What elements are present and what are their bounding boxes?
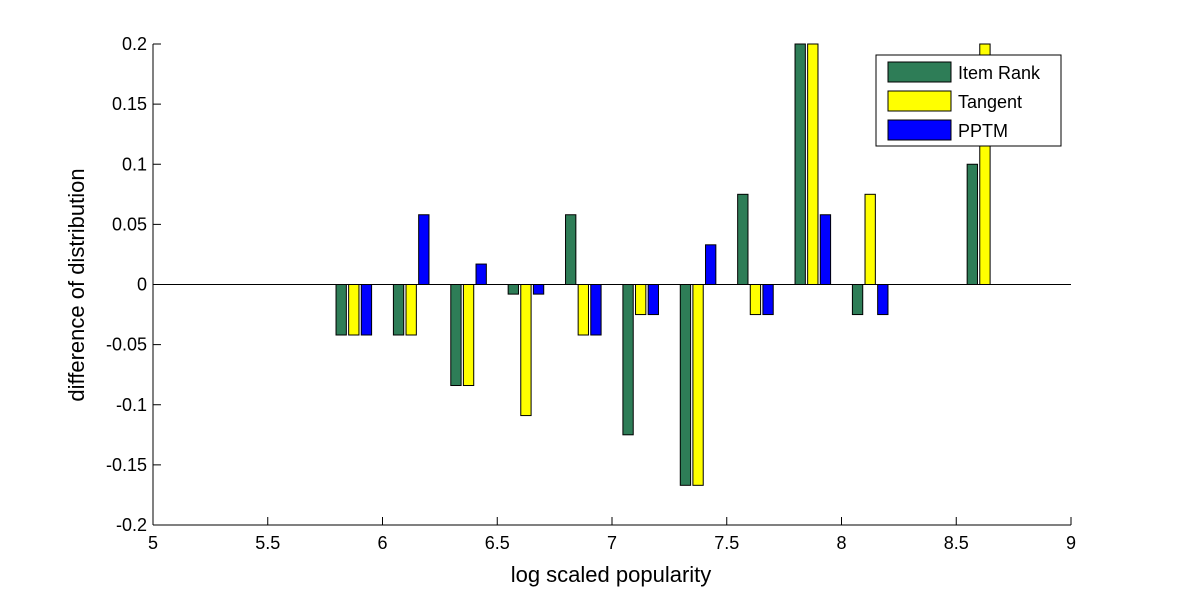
legend-label: Item Rank [958,63,1041,83]
bar-pptm [360,284,373,336]
legend-swatch [887,61,952,83]
bar-tangent [462,284,475,387]
legend-swatch [887,119,952,141]
bar-pptm [877,284,889,316]
bar-tangent [405,284,417,336]
legend-label: Tangent [958,92,1022,112]
y-tick-label: 0.2 [122,34,147,54]
y-tick-label: -0.05 [106,335,147,355]
bar-pptm [819,214,832,285]
y-tick-label: -0.15 [106,455,147,475]
legend: Item Rank Tangent PPTM [875,54,1062,147]
bar-item-rank [392,284,405,336]
y-tick-label: 0.15 [112,94,147,114]
y-tick-label: 0.1 [122,154,147,174]
x-tick-label: 6 [377,533,387,553]
axes-layer: 5 5.5 6 6.5 7 7.5 8 8.5 9 -0.2 -0.15 -0.1 -0.05 0 0.05… [106,34,1076,553]
bar-tangent [348,284,360,336]
bar-item-rank [507,284,519,295]
bar-pptm [590,284,602,336]
x-tick-label: 7 [607,533,617,553]
y-tick-label: -0.1 [116,395,147,415]
bar-item-rank [966,163,978,285]
y-tick-label: 0.05 [112,214,147,234]
y-tick-label: 0 [137,275,147,295]
bar-tangent [749,284,762,316]
bar-item-rank [794,43,806,285]
bar-pptm [532,284,545,295]
bar-item-rank [737,193,749,285]
bar-pptm [705,244,717,286]
legend-label: PPTM [958,121,1008,141]
bar-pptm [762,284,774,316]
bar-pptm [418,214,430,285]
bar-item-rank [335,284,347,336]
bar-tangent [635,284,647,316]
bar-item-rank [851,284,864,316]
bar-item-rank [450,284,462,387]
x-tick-label: 7.5 [714,533,739,553]
x-tick-label: 5.5 [255,533,280,553]
x-axis-label: log scaled popularity [511,562,712,587]
legend-swatch [887,90,952,112]
y-axis-label: difference of distribution [64,168,89,401]
x-tick-label: 6.5 [485,533,510,553]
bar-tangent [807,43,819,285]
bar-tangent [692,284,704,486]
bar-item-rank [565,214,577,285]
bar-tangent [864,193,876,285]
bar-item-rank [622,284,634,436]
x-tick-label: 5 [148,533,158,553]
x-tick-label: 8 [836,533,846,553]
bar-item-rank [679,284,692,486]
y-tick-label: -0.2 [116,515,147,535]
x-tick-label: 8.5 [944,533,969,553]
bar-pptm [647,284,659,316]
x-tick-label: 9 [1066,533,1076,553]
bar-pptm [475,263,487,285]
bar-tangent [577,284,589,336]
bar-tangent [520,284,532,417]
